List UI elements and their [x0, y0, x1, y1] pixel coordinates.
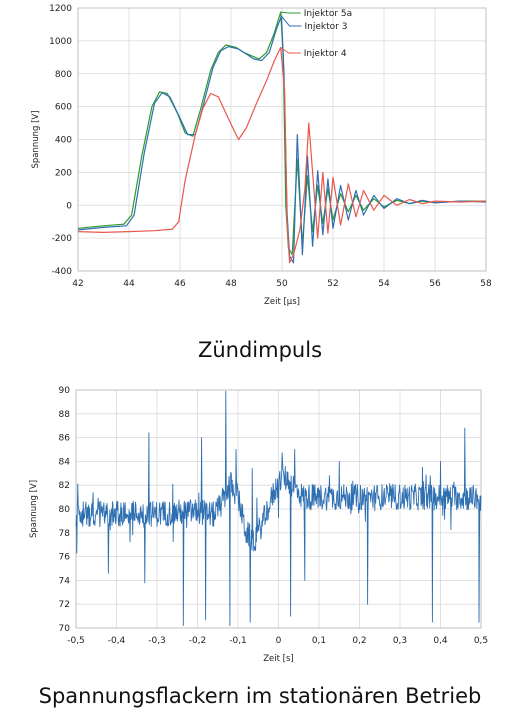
x-axis-label: Zeit [s] — [263, 654, 294, 664]
y-tick-label: 78 — [59, 529, 71, 539]
y-tick-label: 84 — [59, 457, 71, 467]
y-tick-label: 1000 — [49, 37, 72, 47]
series-line-injektor-4 — [77, 46, 487, 264]
x-tick-label: 56 — [429, 279, 441, 289]
x-tick-label: 0,4 — [433, 636, 448, 646]
x-tick-label: 44 — [123, 279, 135, 289]
x-tick-label: 46 — [174, 279, 186, 289]
y-axis-label: Spannung [V] — [31, 110, 41, 168]
y-tick-label: 76 — [59, 553, 71, 563]
x-tick-label: 0,5 — [474, 636, 488, 646]
x-tick-label: -0,1 — [229, 636, 247, 646]
chart-zuendimpuls: 1200 1000 800 600 400 200 0 -200 -400 42 44 46 48 50 5… — [31, 4, 492, 307]
y-tick-label: 200 — [55, 168, 72, 178]
y-tick-label: 0 — [66, 201, 72, 211]
legend-leader-injektor-3 — [281, 15, 302, 27]
x-tick-label: -0,4 — [108, 636, 126, 646]
plot-frame — [77, 7, 487, 272]
y-tick-label: -400 — [52, 267, 73, 277]
x-tick-label: 42 — [72, 279, 83, 289]
y-tick-label: 600 — [55, 103, 72, 113]
y-tick-label: 400 — [55, 136, 72, 146]
x-tick-label: -0,5 — [67, 636, 85, 646]
y-axis-label: Spannung [V] — [29, 480, 39, 538]
legend-label-injektor-5a: Injektor 5a — [304, 9, 352, 19]
chart-spannungsflackern: 90 88 86 84 82 80 78 76 74 72 70 -0,5 -0,4 -0,3 -0,2 -0… — [29, 386, 488, 664]
y-tick-label: 90 — [59, 386, 71, 396]
legend-leader-injektor-5a — [280, 11, 301, 14]
y-tick-label: 800 — [55, 70, 72, 80]
legend-leader-injektor-4 — [280, 47, 301, 54]
x-tick-label: 54 — [378, 279, 390, 289]
caption-zuendimpuls: Zündimpuls — [197, 338, 323, 362]
y-tick-label: 86 — [59, 434, 71, 444]
y-tick-label: 70 — [59, 624, 71, 634]
y-tick-label: 74 — [59, 576, 71, 586]
x-tick-label: 50 — [276, 279, 288, 289]
x-tick-label: 0,1 — [312, 636, 326, 646]
caption-spannungsflackern: Spannungsflackern im stationären Betrieb — [38, 684, 482, 708]
x-tick-label: 58 — [480, 279, 492, 289]
y-tick-label: -200 — [52, 234, 73, 244]
x-tick-label: 0 — [276, 636, 282, 646]
x-axis-label: Zeit [µs] — [264, 297, 300, 307]
y-tick-label: 82 — [59, 481, 70, 491]
legend-label-injektor-4: Injektor 4 — [304, 49, 347, 59]
y-tick-label: 80 — [59, 505, 71, 515]
x-tick-label: 52 — [327, 279, 338, 289]
x-tick-label: -0,2 — [189, 636, 207, 646]
legend-label-injektor-3: Injektor 3 — [305, 22, 348, 32]
y-tick-label: 72 — [59, 600, 70, 610]
y-tick-label: 88 — [59, 410, 71, 420]
x-tick-label: -0,3 — [148, 636, 166, 646]
series-line-voltage — [75, 390, 482, 627]
x-tick-label: 48 — [225, 279, 237, 289]
x-tick-label: 0,3 — [393, 636, 407, 646]
x-tick-label: 0,2 — [352, 636, 366, 646]
y-tick-label: 1200 — [49, 4, 72, 14]
